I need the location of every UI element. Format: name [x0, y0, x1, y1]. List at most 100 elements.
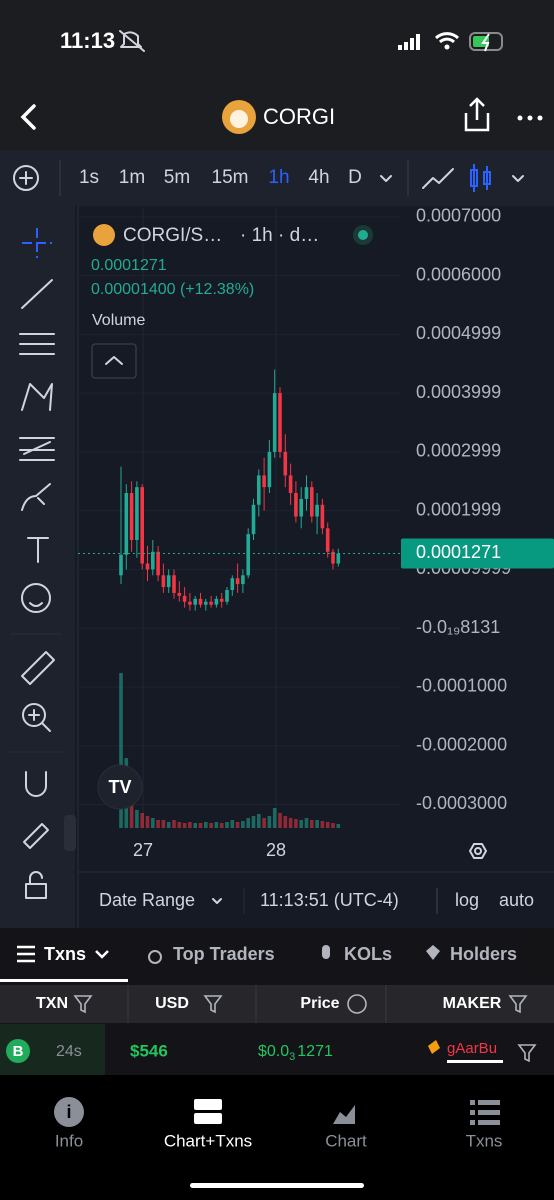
volume-bar	[188, 822, 192, 828]
interval-button[interactable]: 1h	[268, 167, 289, 188]
interval-button[interactable]: 4h	[308, 167, 329, 188]
y-tick-label: 0.0004999	[416, 323, 501, 343]
chart-icon[interactable]	[333, 1105, 355, 1124]
info-icon[interactable]	[54, 1097, 84, 1127]
tab-fade	[520, 935, 554, 975]
diamond-icon	[426, 945, 440, 960]
tab[interactable]: Holders	[450, 944, 517, 964]
tab-dropdown[interactable]	[95, 950, 109, 959]
volume-bar	[135, 810, 139, 828]
last-price-label: 0.0001271	[416, 542, 501, 562]
share-button[interactable]	[464, 97, 490, 132]
charging-icon	[481, 33, 490, 52]
maker[interactable]: gAarBu	[447, 1040, 497, 1057]
tv-logo: TV	[108, 777, 131, 797]
crosshair-tool[interactable]	[22, 228, 52, 258]
pattern-tool[interactable]	[21, 383, 53, 411]
interval-button[interactable]: 15m	[212, 167, 249, 188]
candle-body	[310, 487, 314, 517]
trend-line-tool[interactable]	[21, 279, 53, 309]
interval-button[interactable]: 1s	[79, 167, 99, 188]
emoji-tool[interactable]	[21, 583, 51, 613]
volume-bar	[331, 823, 335, 828]
y-tick-label: 0.0002999	[416, 441, 501, 461]
filter-icons[interactable]	[73, 994, 528, 1014]
more-button[interactable]	[517, 115, 543, 121]
tab[interactable]: KOLs	[344, 944, 392, 964]
nav-item[interactable]: Info	[55, 1131, 83, 1150]
candle-body	[166, 575, 171, 588]
line-type[interactable]	[422, 168, 454, 189]
settings-button[interactable]	[474, 847, 482, 855]
candle-body	[325, 528, 330, 552]
log-toggle[interactable]: log	[455, 890, 479, 910]
collapse-tab[interactable]	[64, 815, 76, 851]
volume-bar	[336, 824, 341, 828]
zoom-tool[interactable]	[22, 703, 46, 727]
tab[interactable]: Top Traders	[173, 944, 275, 964]
nav-item[interactable]: Chart	[325, 1131, 367, 1150]
candle-body	[304, 487, 309, 499]
add-indicator[interactable]	[13, 165, 39, 191]
candle-body	[262, 475, 266, 488]
candle-body	[156, 551, 160, 576]
add-indicator[interactable]	[19, 171, 33, 185]
volume-bar	[151, 818, 155, 828]
candle-type[interactable]	[470, 164, 491, 192]
candle-body	[246, 534, 250, 576]
nav-item-active[interactable]: Chart+Txns	[164, 1131, 252, 1150]
candle-body	[119, 554, 123, 576]
lock-draw-tool[interactable]	[23, 823, 49, 849]
interval-button[interactable]: 1m	[119, 167, 145, 188]
price-digits: 1271	[297, 1043, 333, 1060]
lock-tool[interactable]	[29, 871, 43, 885]
volume-bar	[241, 821, 245, 828]
chart-txns-icon[interactable]	[194, 1099, 222, 1124]
nav-item[interactable]: Txns	[466, 1131, 503, 1150]
candle-body	[283, 451, 288, 476]
x-tick-label: 28	[266, 840, 286, 860]
magnet-tool[interactable]	[25, 771, 47, 797]
drawing-tools	[10, 228, 76, 899]
fib-tool[interactable]	[19, 333, 55, 355]
candle-body	[230, 578, 235, 590]
y-tick-label: -0.0001000	[416, 676, 507, 696]
text-tool[interactable]	[27, 537, 49, 563]
chart-type-dropdown[interactable]	[512, 175, 524, 182]
emoji-tool[interactable]	[29, 602, 43, 607]
projection-tool[interactable]	[19, 437, 55, 461]
txns-nav-icon[interactable]	[470, 1100, 500, 1125]
volume-bar	[304, 818, 309, 828]
x-tick-label: 27	[133, 840, 153, 860]
zoom-tool[interactable]	[28, 709, 51, 732]
volume-bar	[166, 822, 171, 828]
info-icon[interactable]: i	[66, 1102, 71, 1122]
interval-dropdown[interactable]	[380, 175, 392, 182]
interval-button[interactable]: 5m	[164, 167, 190, 188]
top-bar-bg	[0, 0, 554, 150]
buy-badge	[6, 1039, 30, 1063]
volume-bar	[283, 816, 288, 828]
y-tick-label: -0.0003000	[416, 793, 507, 813]
ruler-tool[interactable]	[21, 651, 55, 685]
interval-button[interactable]: D	[348, 167, 362, 188]
candle-body	[278, 393, 282, 452]
date-range[interactable]	[212, 898, 222, 904]
auto-toggle[interactable]: auto	[499, 890, 534, 910]
date-range[interactable]: Date Range	[99, 890, 195, 910]
collapse-legend[interactable]	[105, 356, 123, 365]
volume-bar	[320, 821, 325, 828]
settings-button[interactable]	[469, 843, 487, 859]
lock-tool[interactable]	[25, 883, 47, 899]
brush-tool[interactable]	[21, 483, 51, 511]
legend-interval: · 1h · d…	[240, 225, 319, 246]
candle-body	[336, 553, 341, 564]
wifi-icon	[444, 44, 450, 50]
tab-active[interactable]: Txns	[44, 944, 86, 964]
back-button[interactable]	[20, 104, 36, 130]
wifi-icon	[434, 32, 460, 44]
filter-maker[interactable]	[517, 1044, 537, 1063]
collapse-legend[interactable]	[91, 343, 137, 379]
candle-body	[219, 598, 224, 602]
